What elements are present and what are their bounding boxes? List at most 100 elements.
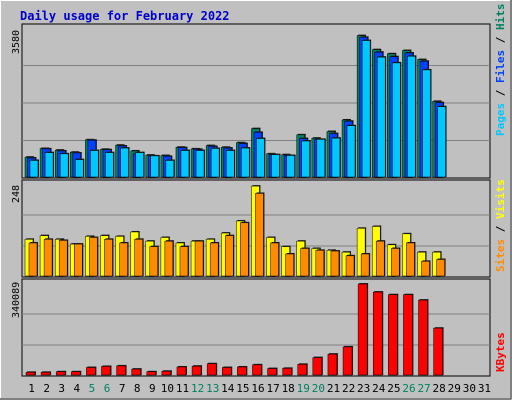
bar-kbytes	[372, 291, 383, 376]
bar-sites	[360, 253, 370, 277]
x-axis-tick-label: 9	[149, 382, 156, 395]
x-axis-tick-label: 29	[448, 382, 461, 395]
bar-sites	[58, 240, 68, 277]
bar-kbytes	[237, 366, 247, 376]
bar-pages	[241, 147, 250, 178]
x-axis-labels: 1 2 3 4 5 6 7 8 9 10 11 12 13 14 15 16 17 18 19 20 21 22 23 24 2…	[28, 382, 491, 395]
bar-kbytes	[176, 366, 187, 376]
bar-sites	[421, 261, 430, 277]
bar-sites	[119, 242, 128, 277]
bar-kbytes	[146, 371, 157, 376]
bar-pages	[346, 125, 356, 178]
hits-panel-legend: Pages / Files / Hits	[494, 4, 507, 137]
bar-sites	[330, 250, 340, 277]
bar-kbytes	[418, 299, 428, 376]
x-axis-tick-label: 1	[28, 382, 35, 395]
visits-panel-legend: Sites / Visits	[494, 179, 507, 272]
bar-kbytes	[433, 327, 443, 376]
kbytes-panel-bars	[25, 283, 444, 376]
bar-pages	[301, 140, 310, 178]
bar-pages	[135, 152, 144, 178]
bar-pages	[44, 152, 54, 178]
bar-pages	[226, 150, 235, 178]
bar-pages	[256, 138, 265, 178]
legend-kbytes: KBytes	[494, 332, 507, 372]
bar-kbytes	[86, 367, 96, 376]
bar-pages	[316, 139, 326, 178]
bar-kbytes	[297, 364, 307, 376]
bar-sites	[149, 246, 159, 277]
bar-pages	[150, 155, 160, 178]
x-axis-tick-label: 27	[417, 382, 430, 395]
bar-pages	[407, 56, 416, 178]
legend-separator: /	[494, 30, 507, 50]
bar-pages	[286, 155, 295, 178]
chart-title: Daily usage for February 2022	[20, 9, 230, 23]
bar-pages	[105, 152, 114, 178]
bar-kbytes	[282, 368, 292, 376]
legend-hits: Hits	[494, 4, 507, 31]
bar-sites	[74, 243, 83, 277]
bar-kbytes	[267, 368, 277, 376]
bar-pages	[120, 147, 129, 178]
x-axis-tick-label: 15	[236, 382, 249, 395]
x-axis-tick-label: 2	[43, 382, 50, 395]
bar-sites	[209, 242, 219, 277]
bar-sites	[179, 246, 189, 277]
bar-pages	[75, 159, 84, 178]
x-axis-tick-label: 18	[282, 382, 295, 395]
bar-kbytes	[40, 372, 51, 376]
bar-pages	[59, 153, 69, 178]
bar-pages	[271, 154, 280, 178]
x-axis-tick-label: 28	[433, 382, 446, 395]
bar-kbytes	[206, 363, 217, 376]
bar-kbytes	[342, 346, 353, 376]
bar-kbytes	[131, 368, 141, 376]
bar-pages	[392, 62, 401, 178]
x-axis-tick-label: 21	[327, 382, 340, 395]
bar-sites	[43, 239, 53, 277]
legend-sites: Sites	[494, 239, 507, 272]
x-axis-tick-label: 7	[119, 382, 126, 395]
bar-kbytes	[357, 283, 368, 376]
bar-pages	[422, 69, 431, 178]
bar-pages	[376, 56, 386, 178]
bar-kbytes	[25, 372, 36, 376]
bar-sites	[164, 240, 174, 277]
x-axis-tick-label: 3	[58, 382, 65, 395]
bar-pages	[331, 137, 341, 178]
bar-kbytes	[161, 371, 172, 376]
x-axis-tick-label: 12	[191, 382, 204, 395]
bar-sites	[406, 242, 415, 277]
bar-kbytes	[116, 365, 126, 376]
bar-pages	[90, 150, 99, 178]
bar-sites	[345, 255, 355, 277]
bar-pages	[165, 160, 175, 178]
bar-sites	[240, 222, 249, 277]
x-axis-tick-label: 17	[266, 382, 279, 395]
bar-kbytes	[388, 294, 398, 376]
bar-sites	[300, 248, 309, 277]
legend-separator: /	[494, 83, 507, 103]
bar-sites	[315, 250, 325, 277]
bar-sites	[28, 242, 38, 277]
bar-sites	[391, 248, 400, 277]
x-axis-tick-label: 10	[161, 382, 174, 395]
bar-kbytes	[222, 367, 232, 376]
x-axis-tick-label: 31	[478, 382, 491, 395]
bar-kbytes	[327, 353, 338, 376]
x-axis-tick-label: 14	[221, 382, 235, 395]
bar-pages	[195, 150, 205, 178]
x-axis-tick-label: 22	[342, 382, 355, 395]
hits-panel-ymax-label: 3580	[11, 30, 22, 54]
bar-kbytes	[312, 357, 323, 376]
bar-sites	[104, 239, 113, 277]
bar-sites	[225, 235, 234, 277]
bar-sites	[375, 240, 385, 277]
x-axis-tick-label: 30	[463, 382, 476, 395]
x-axis-tick-label: 25	[387, 382, 400, 395]
visits-panel-ymax-label: 248	[11, 185, 22, 203]
bar-pages	[29, 160, 39, 178]
bar-kbytes	[101, 366, 111, 376]
